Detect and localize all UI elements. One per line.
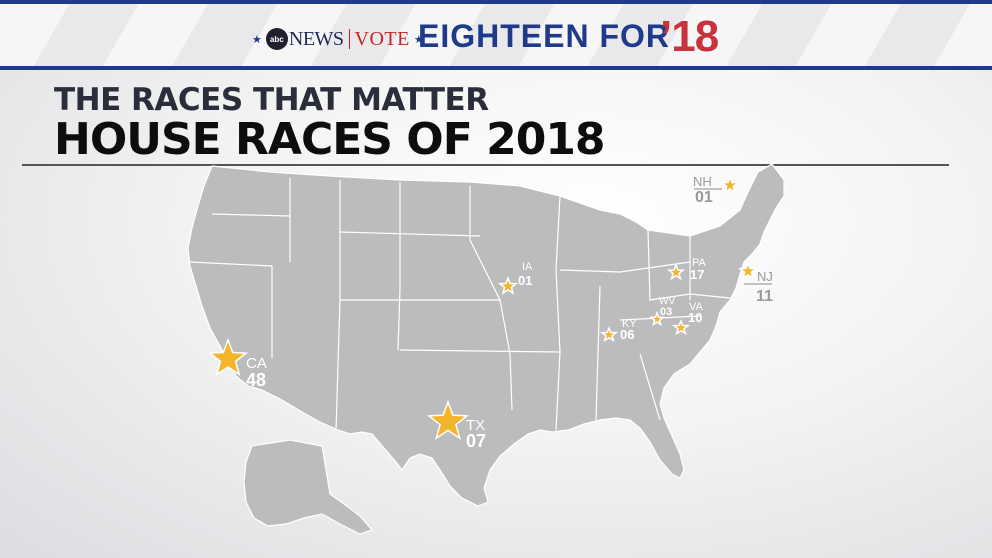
star-icon: ★ [413,33,424,46]
race-marker-ia01[interactable]: IA 01 [497,261,533,295]
race-marker-pa17[interactable]: PA 17 [666,257,707,282]
race-marker-nj11[interactable]: NJ 11 [737,260,773,305]
logo-divider [348,29,350,49]
race-state-label: NH [693,174,712,189]
race-state-label: NJ [757,269,773,284]
star-icon [671,318,691,336]
news-wordmark: NEWS [288,27,344,50]
title-divider [22,164,949,166]
alaska-shape [243,439,374,535]
race-state-label: CA [246,355,267,372]
race-state-label: KY [622,318,637,330]
race-marker-ky06[interactable]: KY 06 [599,318,637,343]
race-district-label: 03 [660,306,672,318]
star-icon [599,325,619,343]
race-marker-tx07[interactable]: TX 07 [426,399,486,451]
banner-year: ’18 [660,12,719,61]
race-marker-va10[interactable]: VA 10 [671,301,704,336]
race-marker-nh01[interactable]: NH 01 [693,174,741,206]
state-boundaries [189,178,731,431]
race-state-label: WV [659,296,675,307]
race-marker-wv03[interactable]: WV 03 [648,296,675,327]
race-district-label: 01 [695,189,713,206]
race-district-label: 01 [518,273,532,288]
race-state-label: PA [692,257,707,269]
race-state-label: IA [522,261,533,273]
star-icon [737,260,759,280]
race-marker-ca48[interactable]: CA 48 [207,337,267,390]
contiguous-us-shape [187,163,785,507]
top-banner: ★ abc NEWS VOTE ★ EIGHTEEN FOR ’18 [0,0,992,70]
star-icon: ★ [252,33,262,46]
race-district-label: 11 [756,288,773,305]
star-icon [426,399,470,440]
race-district-label: 17 [690,267,704,282]
race-district-label: 07 [466,431,486,451]
star-icon [719,174,741,194]
page-title: HOUSE RACES OF 2018 [54,114,606,165]
banner-title: EIGHTEEN FOR [418,18,671,54]
star-icon [648,310,666,327]
abc-logo: abc [265,28,288,50]
page-subtitle: THE RACES THAT MATTER [54,82,489,118]
race-state-label: TX [466,417,485,434]
star-icon [666,262,686,281]
star-icon [207,337,249,377]
race-district-label: 48 [246,370,266,390]
race-state-label: VA [689,301,704,313]
vote-wordmark: VOTE [354,27,410,50]
race-district-label: 10 [688,310,702,325]
star-icon [497,275,519,295]
race-district-label: 06 [620,327,634,342]
abc-news-vote-logo: ★ abc NEWS VOTE ★ [248,22,428,56]
